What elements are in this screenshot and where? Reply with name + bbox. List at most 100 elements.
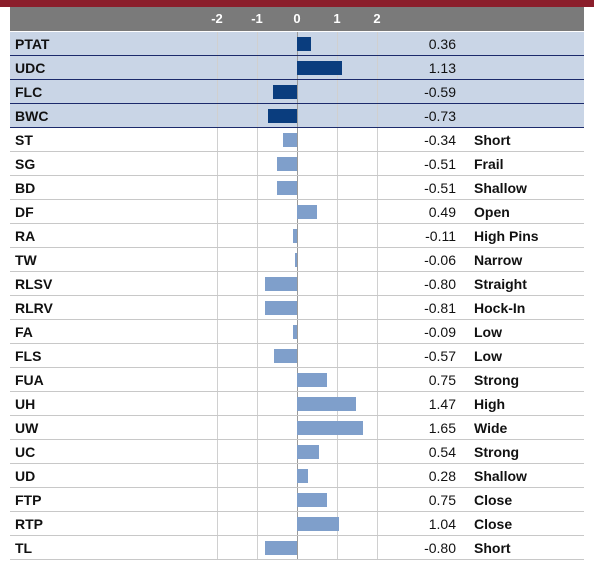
trait-row: FUA 0.75 Strong [10,368,584,392]
gridline [337,536,338,559]
trait-row: FTP 0.75 Close [10,488,584,512]
gridline [257,320,258,343]
gridline [217,488,218,511]
trait-label: PTAT [15,36,50,52]
trait-label: FLC [15,84,43,100]
trait-label: UH [15,396,36,412]
trait-row: RLRV -0.81 Hock-In [10,296,584,320]
gridline [217,224,218,247]
gridline [257,128,258,151]
value-label: -0.11 [425,228,456,244]
trait-row: TL -0.80 Short [10,536,584,560]
gridline [217,296,218,319]
axis-tick-label: -2 [211,11,223,26]
gridline [377,152,378,175]
trait-descriptor: Hock-In [474,300,526,316]
gridline [257,248,258,271]
gridline [257,56,258,79]
gridline [377,224,378,247]
gridline [257,80,258,103]
value-label: 0.28 [428,468,456,484]
gridline [217,56,218,79]
axis-tick-label: 2 [373,11,381,26]
trait-label: TL [15,540,33,556]
trait-descriptor: Shallow [474,468,527,484]
gridline [377,200,378,223]
gridline [217,464,218,487]
trait-label: RTP [15,516,43,532]
gridline [257,200,258,223]
trait-descriptor: Strong [474,372,520,388]
value-bar [267,109,297,123]
value-label: -0.80 [424,276,456,292]
zero-gridline [297,248,298,271]
trait-label: UDC [15,60,46,76]
value-bar [276,181,297,195]
top-band [0,0,594,7]
value-bar [297,421,363,435]
gridline [377,512,378,535]
trait-label: UW [15,420,39,436]
gridline [217,440,218,463]
trait-label: TW [15,252,37,268]
gridline [377,392,378,415]
value-bar [297,205,317,219]
value-label: -0.81 [424,300,456,316]
zero-gridline [297,272,298,295]
gridline [257,272,258,295]
value-label: -0.06 [424,252,456,268]
gridline [337,248,338,271]
gridline [217,344,218,367]
gridline [337,464,338,487]
gridline [377,248,378,271]
gridline [217,80,218,103]
gridline [377,272,378,295]
gridline [257,512,258,535]
trait-row: FLC -0.59 [10,80,584,104]
gridline [217,272,218,295]
gridline [217,536,218,559]
value-bar [274,349,297,363]
gridline [257,464,258,487]
gridline [257,296,258,319]
value-bar [265,541,297,555]
gridline [217,320,218,343]
axis-tick-label: 1 [333,11,341,26]
trait-row: PTAT 0.36 [10,32,584,56]
gridline [377,80,378,103]
value-label: 1.47 [428,396,456,412]
gridline [257,344,258,367]
trait-row: TW -0.06 Narrow [10,248,584,272]
trait-row: UC 0.54 Strong [10,440,584,464]
value-bar [297,517,339,531]
gridline [377,464,378,487]
trait-descriptor: Close [474,516,513,532]
trait-rows: PTAT 0.36 UDC 1.13 FLC -0.59 BWC -0.73 ST -0.34 Sh… [10,32,584,560]
gridline [377,296,378,319]
axis-tick-label: 0 [293,11,301,26]
gridline [257,488,258,511]
trait-descriptor: Straight [474,276,527,292]
trait-label: FUA [15,372,44,388]
value-bar [297,493,327,507]
trait-descriptor: Open [474,204,510,220]
trait-row: RTP 1.04 Close [10,512,584,536]
gridline [337,440,338,463]
axis-tick-label: -1 [251,11,263,26]
gridline [377,368,378,391]
value-bar [297,469,309,483]
gridline [377,56,378,79]
value-label: 1.65 [428,420,456,436]
gridline [337,224,338,247]
gridline [377,176,378,199]
trait-descriptor: Short [474,132,511,148]
trait-row: UDC 1.13 [10,56,584,80]
trait-label: RA [15,228,36,244]
trait-row: UD 0.28 Shallow [10,464,584,488]
trait-label: RLSV [15,276,53,292]
value-bar [293,325,297,339]
gridline [217,104,218,127]
trait-row: RA -0.11 High Pins [10,224,584,248]
trait-descriptor: Close [474,492,513,508]
gridline [337,200,338,223]
